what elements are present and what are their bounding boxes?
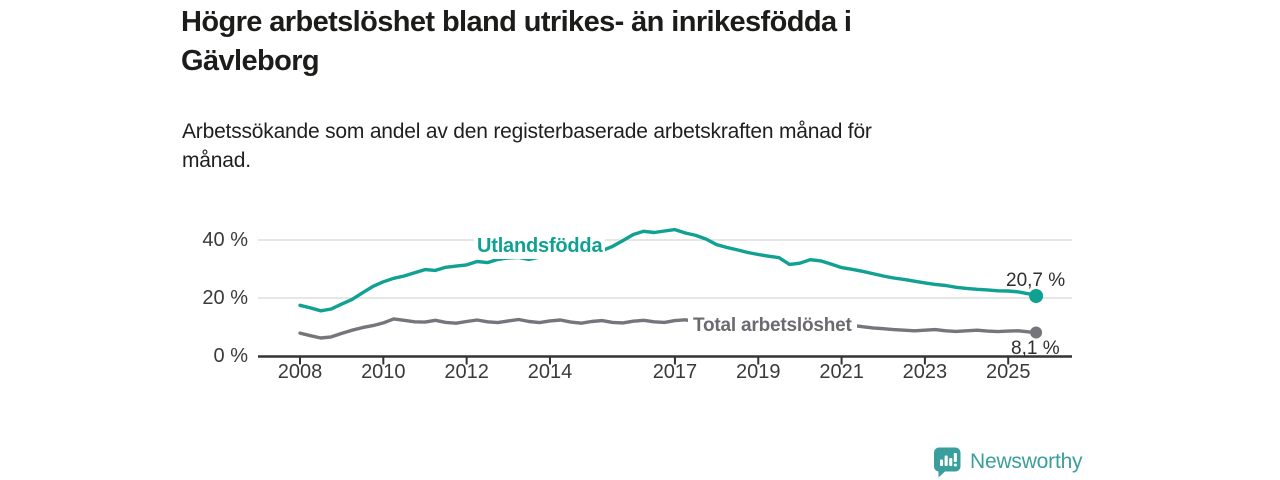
- x-tick-label-2023: 2023: [902, 361, 948, 383]
- chart-title-line2: Gävleborg: [181, 45, 320, 77]
- x-tick-label-2019: 2019: [736, 361, 781, 383]
- newsworthy-logo[interactable]: Newsworthy: [934, 446, 1083, 478]
- x-tick-label-2025: 2025: [985, 361, 1031, 383]
- x-tick-label-2008: 2008: [277, 361, 323, 383]
- x-tick-label-2014: 2014: [527, 361, 573, 383]
- chart-title-line1: Högre arbetslöshet bland utrikes- än inr…: [181, 6, 852, 38]
- chart-title: Högre arbetslöshet bland utrikes- än inr…: [181, 3, 1061, 81]
- newsworthy-logo-text: Newsworthy: [970, 450, 1083, 473]
- series-line-total: [298, 317, 1038, 340]
- series-end-dot-utlandsfodda: [1029, 289, 1044, 303]
- x-tick-label-2012: 2012: [444, 361, 489, 383]
- chart-subtitle: Arbetssökande som andel av den registerb…: [182, 117, 1062, 175]
- chart-subtitle-line2: månad.: [182, 149, 251, 172]
- series-label-total-arbetsloshet: Total arbetslöshet: [688, 311, 857, 341]
- end-value-label-total: 8,1 %: [1011, 338, 1060, 359]
- newsworthy-logo-icon: [934, 447, 961, 477]
- y-tick-label-0: 0 %: [213, 345, 248, 367]
- end-value-label-utlandsfodda: 20,7 %: [1006, 270, 1066, 291]
- series-label-utlandsfodda: Utlandsfödda: [474, 233, 606, 259]
- x-tick-label-2010: 2010: [361, 361, 406, 383]
- x-tick-label-2021: 2021: [819, 361, 864, 383]
- x-tick-label-2017: 2017: [652, 361, 698, 383]
- y-tick-label-20: 20 %: [202, 287, 248, 309]
- logo-bar-chart-glyph: [940, 452, 957, 466]
- y-tick-label-40: 40 %: [202, 229, 248, 251]
- chart-subtitle-line1: Arbetssökande som andel av den registerb…: [182, 120, 872, 143]
- series-end-dot-total: [1030, 326, 1043, 339]
- series-line-utlandsfodda: [298, 227, 1038, 313]
